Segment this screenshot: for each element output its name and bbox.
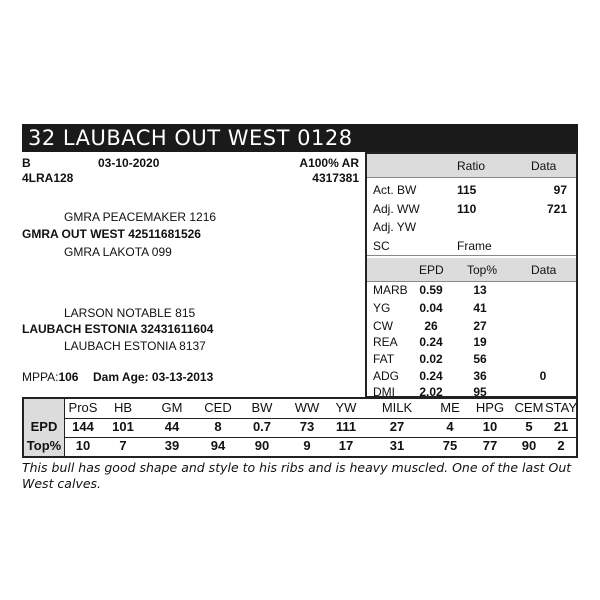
top-value: 10 <box>75 438 91 453</box>
data-header: Data <box>531 159 557 173</box>
carcass-label: CW <box>373 319 393 333</box>
column-header: ME <box>440 400 460 415</box>
data-header: Data <box>531 263 557 277</box>
mppa: MPPA:106 <box>22 370 78 384</box>
epd-value: 144 <box>72 419 94 434</box>
top-value: 7 <box>119 438 127 453</box>
top-value: 9 <box>303 438 311 453</box>
epd-table: EPD Top% ProS 144 10 HB 101 7 GM 44 39 CED 8 94 BW 0.… <box>22 397 578 458</box>
carcass-label: MARB <box>373 283 408 297</box>
carcass-top: 27 <box>473 319 487 333</box>
column-header: CED <box>204 400 232 415</box>
carcass-top: 41 <box>473 301 487 315</box>
epd-value: 5 <box>525 419 533 434</box>
column-header: MILK <box>381 400 413 415</box>
column-header: CEM <box>514 400 544 415</box>
performance-label: SC <box>373 238 390 253</box>
epd-value: 8 <box>214 419 222 434</box>
epd-value: 21 <box>553 419 569 434</box>
top-value: 77 <box>482 438 498 453</box>
carcass-top: 56 <box>473 352 487 366</box>
epd-value: 101 <box>112 419 134 434</box>
carcass-label: FAT <box>373 352 395 366</box>
carcass-top: 13 <box>473 283 487 297</box>
performance-label: Act. BW <box>373 183 417 197</box>
carcass-label: REA <box>373 335 398 349</box>
performance-ratio: Frame <box>457 238 492 253</box>
carcass-epd: 0.59 <box>419 283 443 297</box>
performance-box: Ratio Data Act. BW 115 97 Adj. WW 110 721 Adj.… <box>365 152 578 399</box>
column-header: WW <box>294 400 320 415</box>
mppa-value: 106 <box>58 370 79 384</box>
description: This bull has good shape and style to hi… <box>22 460 572 491</box>
ratio-header: Ratio <box>457 159 486 173</box>
top-value: 31 <box>389 438 405 453</box>
carcass-epd: 0.24 <box>419 335 443 349</box>
column-header: ProS <box>68 400 98 415</box>
carcass-top: 95 <box>473 385 487 399</box>
carcass-epd: 0.24 <box>419 369 443 383</box>
sex: B <box>22 156 31 170</box>
registration-number: 4317381 <box>312 171 359 185</box>
dam-age: Dam Age: 03-13-2013 <box>93 370 214 384</box>
sire-dam: GMRA LAKOTA 099 <box>64 245 172 259</box>
performance-data: 721 <box>546 201 567 216</box>
carcass-label: DMI <box>373 385 395 399</box>
column-header: HPG <box>475 400 505 415</box>
top-value: 2 <box>557 438 565 453</box>
dam: LAUBACH ESTONIA 32431611604 <box>22 322 214 336</box>
row-label-top: Top% <box>26 438 62 453</box>
performance-label: Adj. WW <box>373 201 420 216</box>
sire: GMRA OUT WEST 42511681526 <box>22 227 201 241</box>
epd-value: 111 <box>335 419 357 434</box>
carcass-top: 36 <box>473 369 487 383</box>
top-value: 17 <box>338 438 354 453</box>
carcass-epd: 26 <box>424 319 438 333</box>
carcass-top: 19 <box>473 335 487 349</box>
top-value: 94 <box>210 438 226 453</box>
carcass-label: ADG <box>373 369 400 383</box>
column-header: STAY <box>544 400 578 415</box>
epd-header: EPD <box>419 263 444 277</box>
top-header: Top% <box>467 263 498 277</box>
top-value: 90 <box>254 438 270 453</box>
carcass-epd: 0.04 <box>419 301 443 315</box>
lot-title: 32 LAUBACH OUT WEST 0128 <box>22 124 578 152</box>
sire-sire: GMRA PEACEMAKER 1216 <box>64 210 217 224</box>
epd-value: 0.7 <box>252 419 272 434</box>
mppa-label: MPPA: <box>22 370 59 384</box>
performance-data: 97 <box>553 183 567 197</box>
epd-value: 10 <box>482 419 498 434</box>
performance-label: Adj. YW <box>373 220 417 234</box>
carcass-header: EPD Top% Data <box>367 258 576 282</box>
carcass-data: 0 <box>539 369 547 383</box>
column-header: YW <box>335 400 357 415</box>
dam-dam: LAUBACH ESTONIA 8137 <box>64 339 206 353</box>
dam-sire: LARSON NOTABLE 815 <box>64 306 196 320</box>
epd-value: 44 <box>164 419 180 434</box>
row-label-epd: EPD <box>30 419 58 434</box>
birth-date: 03-10-2020 <box>98 156 160 170</box>
performance-ratio: 110 <box>457 201 477 216</box>
column-header: BW <box>251 400 273 415</box>
performance-ratio: 115 <box>457 183 477 197</box>
column-header: HB <box>113 400 133 415</box>
top-value: 39 <box>164 438 180 453</box>
breed: A100% AR <box>299 156 359 170</box>
column-header: GM <box>161 400 183 415</box>
carcass-epd: 0.02 <box>419 352 443 366</box>
epd-value: 4 <box>446 419 454 434</box>
carcass-label: YG <box>373 301 391 315</box>
epd-value: 27 <box>389 419 405 434</box>
top-value: 90 <box>521 438 537 453</box>
top-value: 75 <box>442 438 458 453</box>
carcass-epd: 2.02 <box>419 385 443 399</box>
tattoo: 4LRA128 <box>22 171 74 185</box>
epd-value: 73 <box>299 419 315 434</box>
performance-header: Ratio Data <box>367 154 576 178</box>
